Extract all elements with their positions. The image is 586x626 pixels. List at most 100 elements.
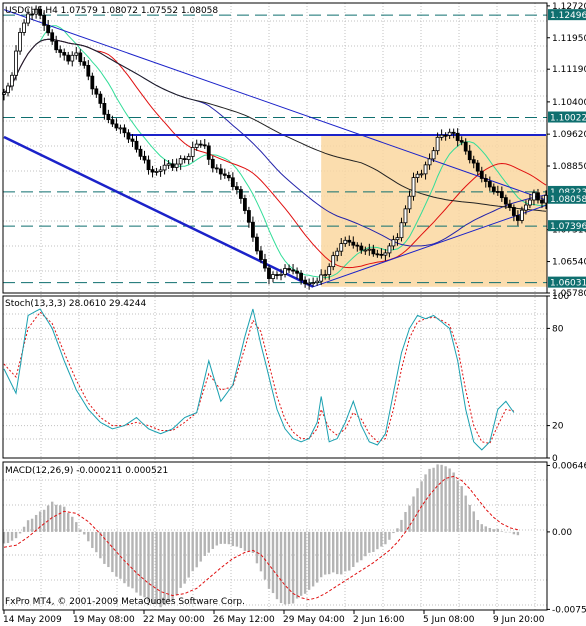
macd-bar	[119, 531, 122, 579]
macd-bar	[504, 531, 508, 533]
macd-bar	[143, 531, 146, 598]
candle-body	[528, 199, 532, 206]
macd-bar	[456, 480, 459, 532]
candle-body	[279, 273, 283, 276]
candle-body	[419, 173, 424, 176]
price-axis: 1.12720 1.11950 1.11190 1.10400 1.09620 1.088…	[547, 2, 586, 615]
candle-body	[459, 140, 464, 143]
macd-bar	[195, 531, 198, 568]
macd-bar	[428, 468, 431, 532]
candle-body	[70, 54, 75, 62]
candle-body	[66, 54, 71, 62]
candle-body	[315, 280, 320, 284]
candle-body	[351, 241, 356, 246]
candle-body	[399, 222, 404, 239]
candle-body	[10, 74, 14, 87]
macd-bar	[492, 529, 496, 532]
time-tick-label: 14 May 2009	[3, 615, 62, 625]
candle-body	[251, 221, 255, 238]
candle-body	[299, 272, 303, 281]
macd-bar	[500, 531, 504, 532]
support-line	[312, 204, 547, 288]
channel-lower-line	[3, 135, 314, 288]
candle-body	[335, 250, 340, 257]
macd-bar	[323, 531, 327, 575]
candle-body	[54, 40, 59, 51]
macd-bar	[444, 466, 447, 532]
stochastic-title: Stoch(13,3,3) 28.0610 29.4244	[5, 299, 146, 309]
candle-body	[487, 181, 492, 188]
candle-body	[431, 150, 436, 160]
macd-bar	[187, 531, 190, 578]
macd-bar	[26, 520, 30, 532]
candle-body	[154, 171, 159, 173]
candle-body	[363, 249, 368, 252]
time-tick-label: 5 Jun 08:00	[423, 615, 475, 625]
macd-bar	[139, 531, 142, 596]
stochastic-pane[interactable]: Stoch(13,3,3) 28.0610 29.4244	[3, 299, 547, 451]
price-marker-label: 1.08058	[550, 195, 586, 205]
candle-body	[6, 85, 10, 94]
macd-bar	[299, 531, 303, 596]
candle-body	[263, 259, 267, 269]
candle-body	[90, 75, 95, 90]
macd-pane[interactable]: MACD(12,26,9) -0.000211 0.000521	[2, 464, 520, 608]
macd-bar	[67, 512, 70, 532]
macd-bar	[448, 468, 451, 532]
price-pane[interactable]: USDCHF,H4 1.07579 1.08072 1.07552 1.0805…	[2, 5, 548, 290]
candle-body	[367, 248, 372, 251]
channel-lines[interactable]	[3, 9, 547, 288]
candle-body	[271, 274, 275, 279]
macd-bar	[275, 531, 279, 600]
macd-bar	[460, 486, 463, 532]
macd-bar	[34, 514, 38, 532]
macd-bar	[63, 506, 66, 532]
stochastic-lines	[3, 308, 515, 451]
candle-body	[58, 49, 63, 53]
candle-body	[42, 14, 47, 26]
macd-bar	[295, 531, 299, 599]
macd-bar	[235, 531, 239, 547]
candle-body	[214, 167, 219, 170]
macd-bar	[183, 531, 186, 584]
candle-body	[283, 268, 287, 275]
candle-body	[222, 173, 227, 176]
candle-body	[443, 134, 448, 137]
candle-body	[391, 239, 396, 247]
macd-bar	[259, 531, 263, 572]
candle-body	[483, 178, 488, 182]
macd-bar	[167, 531, 170, 602]
candle-body	[238, 189, 243, 199]
stochastic-signal-line	[3, 311, 514, 444]
candle-body	[343, 239, 348, 244]
macd-bar	[103, 531, 106, 564]
macd-bar	[46, 505, 50, 532]
macd-bar	[155, 531, 158, 605]
macd-bar	[336, 531, 339, 575]
macd-bar	[360, 531, 363, 561]
macd-bar	[18, 531, 22, 534]
candle-body	[475, 162, 480, 172]
candle-body	[18, 32, 22, 52]
macd-bar	[488, 527, 491, 532]
macd-bar	[432, 467, 435, 532]
macd-bar	[171, 531, 174, 601]
candle-body	[242, 198, 247, 211]
macd-bar	[191, 531, 194, 572]
macd-bar	[219, 531, 222, 544]
macd-bar	[231, 531, 235, 547]
macd-bar	[344, 531, 347, 572]
channel-upper-line	[3, 9, 547, 201]
macd-bar	[6, 531, 10, 543]
candle-body	[106, 113, 111, 121]
macd-bar	[476, 520, 479, 532]
macd-bar	[372, 531, 375, 552]
candle-body	[102, 103, 107, 115]
price-marker-box	[548, 220, 586, 232]
price-pane-title: USDCHF,H4 1.07579 1.08072 1.07552 1.0805…	[5, 6, 218, 16]
price-marker-label: 1.07396	[550, 222, 586, 232]
candle-body	[423, 164, 428, 175]
candle-body	[411, 177, 416, 197]
